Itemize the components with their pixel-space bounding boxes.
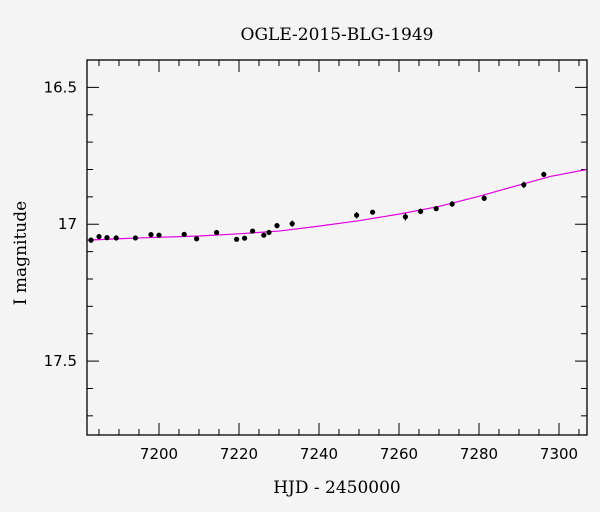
- data-point: [181, 231, 187, 237]
- data-point: [418, 208, 424, 214]
- x-tick-label: 7220: [220, 445, 258, 463]
- x-tick-label: 7300: [540, 445, 578, 463]
- data-point: [354, 212, 360, 218]
- x-tick-label: 7200: [140, 445, 178, 463]
- data-point: [521, 182, 527, 188]
- data-point: [132, 235, 138, 241]
- y-tick-label: 17.5: [44, 352, 77, 370]
- data-point: [194, 236, 200, 242]
- y-tick-label: 16.5: [44, 78, 77, 96]
- y-tick-label: 17: [58, 215, 77, 233]
- data-point: [104, 235, 110, 241]
- data-point: [481, 195, 487, 201]
- data-point: [266, 229, 272, 236]
- data-point: [242, 235, 248, 241]
- axis-ticks: [87, 59, 587, 435]
- data-point: [449, 201, 455, 207]
- x-tick-label: 7260: [380, 445, 418, 463]
- chart-title: OGLE-2015-BLG-1949: [241, 25, 434, 45]
- data-point: [261, 232, 267, 238]
- data-point: [88, 237, 94, 243]
- tick-labels: 7200 7220 7240 7260 7280 7300 16.5 17 17.5: [44, 78, 579, 463]
- data-point: [274, 223, 280, 229]
- x-tick-label: 7280: [460, 445, 498, 463]
- data-point: [113, 235, 119, 241]
- data-point: [214, 229, 220, 236]
- data-point: [541, 171, 547, 178]
- data-point: [234, 236, 240, 242]
- y-axis-label: I magnitude: [11, 201, 31, 305]
- x-tick-label: 7240: [300, 445, 338, 463]
- data-point: [148, 232, 154, 238]
- model-curve: [86, 168, 588, 241]
- data-point: [250, 228, 256, 234]
- data-point: [402, 214, 408, 220]
- data-point: [370, 209, 376, 215]
- data-point: [289, 221, 295, 227]
- data-points: [88, 171, 547, 243]
- plot-frame: [86, 59, 588, 436]
- data-point: [96, 233, 102, 240]
- x-axis-label: HJD - 2450000: [273, 478, 401, 498]
- data-point: [433, 206, 439, 212]
- data-point: [156, 232, 162, 238]
